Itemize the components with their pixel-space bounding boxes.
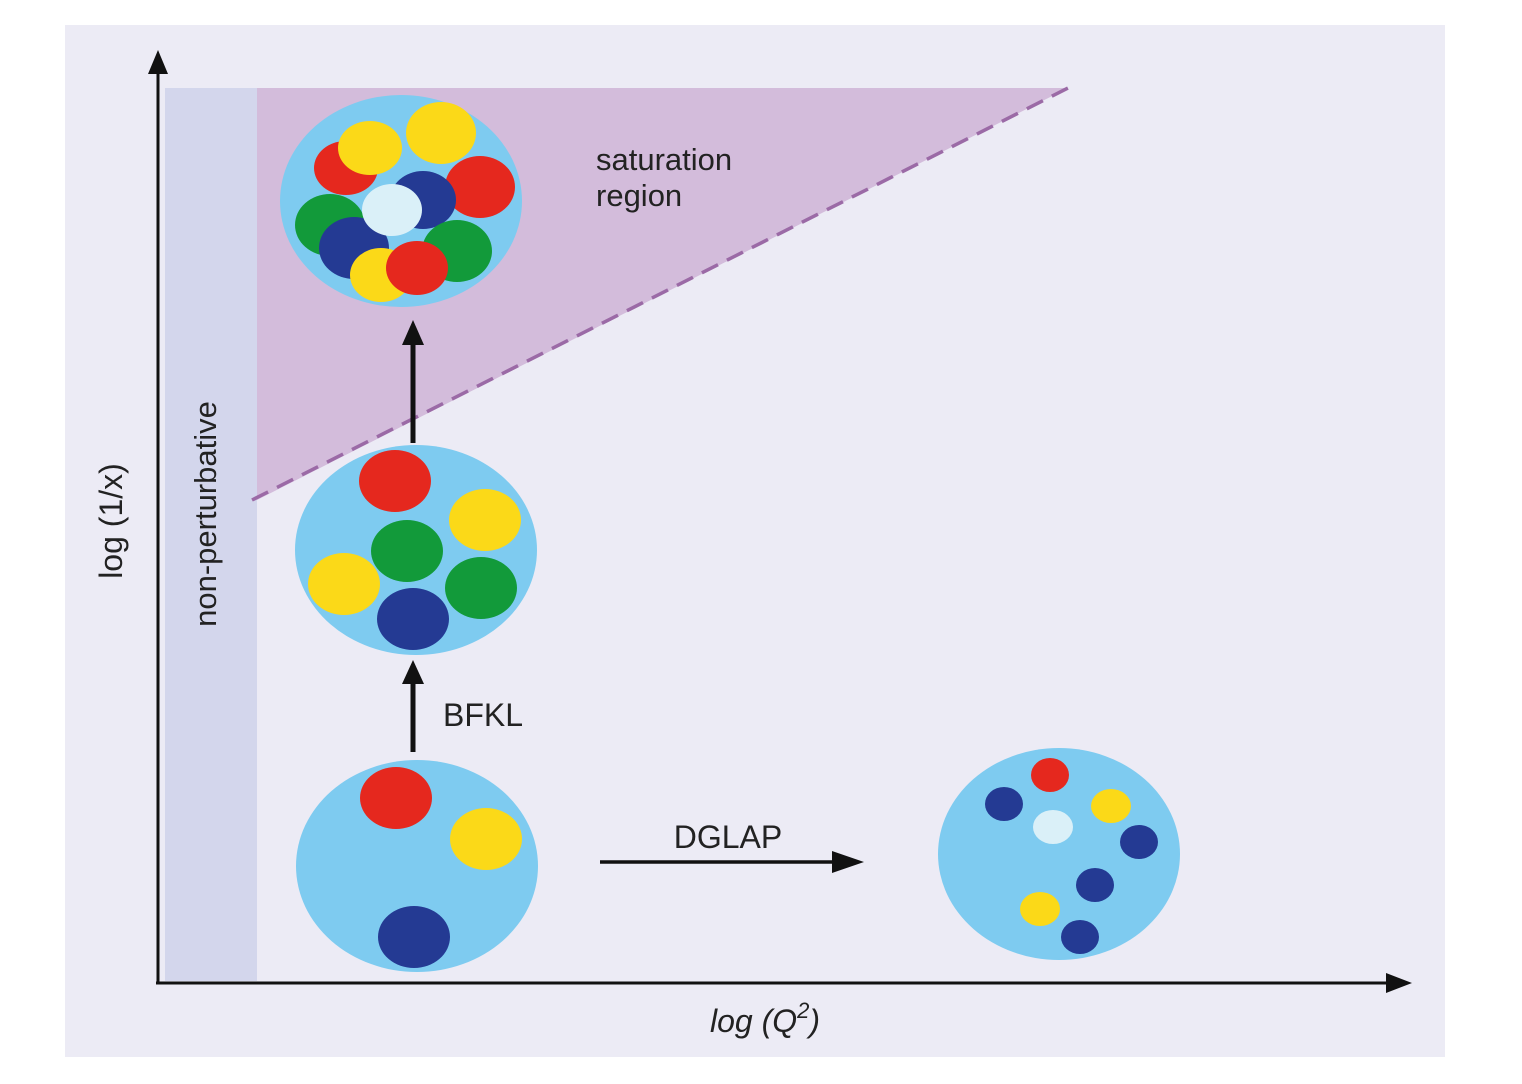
proton-low-density: [296, 760, 538, 972]
bfkl-arrowhead: [402, 660, 424, 684]
parton-yellow: [338, 121, 402, 175]
saturation-label-line2: region: [596, 178, 682, 213]
dglap-arrowhead: [832, 851, 864, 873]
parton-red: [360, 767, 432, 829]
non-perturbative-region: [165, 88, 257, 981]
parton-navy: [985, 787, 1023, 821]
parton-red: [386, 241, 448, 295]
bfkl-label: BFKL: [443, 697, 523, 733]
saturation-arrowhead: [402, 320, 424, 345]
parton-yellow: [450, 808, 522, 870]
parton-pale: [362, 184, 422, 236]
parton-green: [371, 520, 443, 582]
parton-green: [445, 557, 517, 619]
saturation-boundary: [251, 86, 1069, 502]
parton-yellow: [1020, 892, 1060, 926]
parton-yellow: [449, 489, 521, 551]
parton-red: [359, 450, 431, 512]
x-axis-arrowhead: [1386, 973, 1412, 993]
non-perturbative-label: non-perturbative: [188, 401, 223, 627]
parton-navy: [1061, 920, 1099, 954]
x-axis-label: log (Q2): [710, 998, 820, 1039]
parton-navy: [377, 588, 449, 650]
parton-navy: [378, 906, 450, 968]
parton-pale: [1033, 810, 1073, 844]
saturation-label-line1: saturation: [596, 142, 732, 177]
parton-yellow: [308, 553, 380, 615]
parton-red: [445, 156, 515, 218]
dglap-label: DGLAP: [674, 819, 782, 855]
parton-yellow: [1091, 789, 1131, 823]
parton-navy: [1076, 868, 1114, 902]
y-axis-label: log (1/x): [93, 463, 129, 579]
parton-navy: [1120, 825, 1158, 859]
y-axis-arrowhead: [148, 50, 168, 74]
parton-yellow: [406, 102, 476, 164]
proton-saturated: [280, 95, 522, 307]
proton-high-resolution: [938, 748, 1180, 960]
parton-red: [1031, 758, 1069, 792]
proton-medium-density: [295, 445, 537, 655]
